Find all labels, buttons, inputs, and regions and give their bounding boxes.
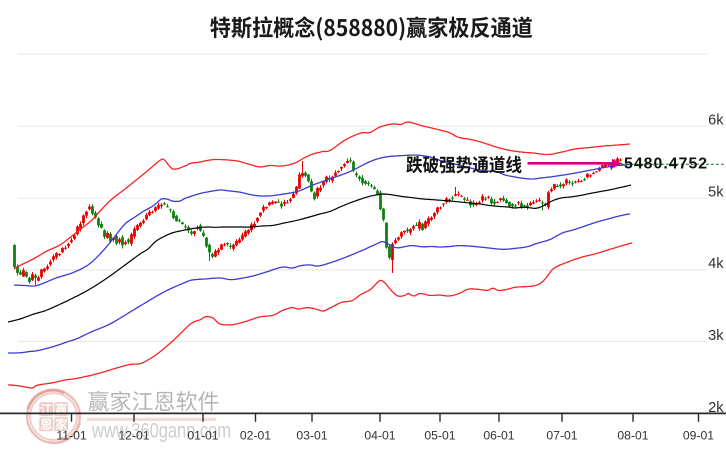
svg-text:09-01: 09-01 xyxy=(683,429,714,443)
svg-text:6k: 6k xyxy=(708,113,724,129)
svg-text:06-01: 06-01 xyxy=(483,429,514,443)
svg-text:02-01: 02-01 xyxy=(240,429,271,443)
svg-text:3k: 3k xyxy=(708,328,724,344)
svg-text:08-01: 08-01 xyxy=(617,429,648,443)
svg-text:www.360gann.com: www.360gann.com xyxy=(91,420,231,443)
svg-text:2k: 2k xyxy=(708,400,724,416)
svg-text:11-01: 11-01 xyxy=(56,429,86,443)
svg-text:4k: 4k xyxy=(708,256,724,272)
svg-text:04-01: 04-01 xyxy=(364,429,395,443)
svg-text:5480.4752: 5480.4752 xyxy=(624,156,708,173)
svg-text:05-01: 05-01 xyxy=(424,429,455,443)
svg-text:01-01: 01-01 xyxy=(187,429,218,443)
svg-text:07-01: 07-01 xyxy=(546,429,577,443)
svg-text:03-01: 03-01 xyxy=(296,429,327,443)
svg-text:12-01: 12-01 xyxy=(118,429,149,443)
svg-text:5k: 5k xyxy=(708,185,724,201)
